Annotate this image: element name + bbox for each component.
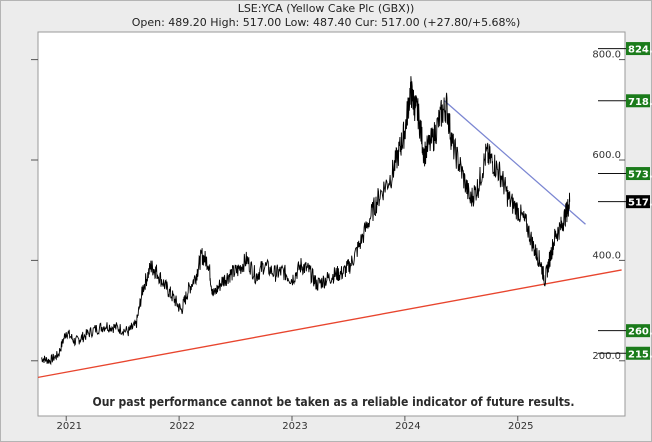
target-label: 260.0 bbox=[628, 327, 652, 338]
y-tick-label: 800.0 bbox=[592, 50, 621, 61]
target-label: 573.0 bbox=[628, 170, 652, 181]
target-label-box bbox=[626, 167, 650, 181]
target-label: 824.7 bbox=[628, 45, 652, 56]
x-tick-label: 2023 bbox=[282, 421, 307, 432]
target-label-box bbox=[626, 42, 650, 56]
y-tick-label: 200.0 bbox=[592, 351, 621, 362]
x-tick-label: 2025 bbox=[508, 421, 533, 432]
target-label-box bbox=[626, 346, 650, 360]
trend-line-support bbox=[38, 269, 622, 378]
x-tick-label: 2022 bbox=[169, 421, 194, 432]
trend-line-resistance bbox=[443, 100, 586, 225]
target-label: 517.0 bbox=[628, 198, 652, 209]
price-quote: Open: 489.20 High: 517.00 Low: 487.40 Cu… bbox=[131, 16, 521, 29]
target-label-box bbox=[626, 94, 650, 108]
target-label-box bbox=[626, 324, 650, 338]
y-tick-label: 600.0 bbox=[592, 150, 621, 161]
price-series-line bbox=[41, 76, 571, 366]
target-label-box bbox=[626, 195, 650, 209]
disclaimer-text: Our past performance cannot be taken as … bbox=[93, 394, 575, 409]
chart-title: LSE:YCA (Yellow Cake Plc (GBX)) bbox=[237, 2, 415, 15]
y-tick-label: 400.0 bbox=[592, 250, 621, 261]
x-tick-label: 2024 bbox=[395, 421, 420, 432]
target-label: 718.7 bbox=[628, 97, 652, 108]
target-label: 215.4 bbox=[628, 349, 652, 360]
x-tick-label: 2021 bbox=[56, 421, 81, 432]
plot-area bbox=[37, 31, 626, 417]
